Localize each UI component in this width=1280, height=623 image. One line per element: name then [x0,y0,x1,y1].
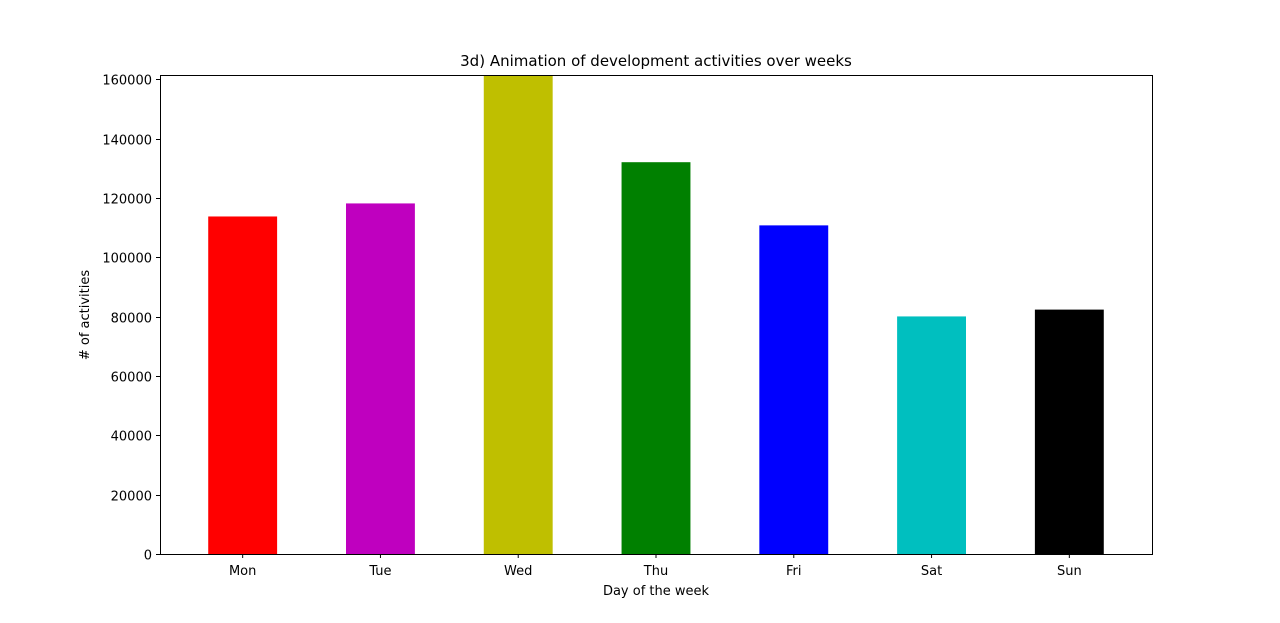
y-tick-label: 140000 [102,134,152,149]
y-tick-label: 60000 [111,371,152,386]
bar-sat [897,316,966,554]
bar-thu [621,162,691,554]
x-tick-label: Sun [1057,564,1082,579]
y-tick-label: 0 [144,549,152,564]
y-tick-label: 160000 [102,74,152,89]
x-tick-label: Mon [229,564,256,579]
x-tick-label: Thu [643,564,668,579]
bar-mon [208,216,278,555]
y-axis: 0 20000 40000 60000 80000 100000 120000 140000 1… [102,74,160,564]
bar-tue [346,203,415,554]
y-tick-label: 120000 [102,193,152,208]
x-tick-label: Fri [786,564,802,579]
x-axis: Mon Tue Wed Thu Fri Sat Sun [229,554,1082,579]
x-tick-label: Wed [504,564,532,579]
x-tick-label: Tue [368,564,391,579]
bar-sun [1034,309,1104,554]
bar-wed [483,75,553,554]
chart-title: 3d) Animation of development activities … [460,52,852,70]
y-tick-label: 40000 [111,430,152,445]
y-tick-label: 20000 [111,490,152,505]
y-axis-label: # of activities [78,270,93,361]
x-tick-label: Sat [921,564,942,579]
bar-fri [759,225,829,555]
x-axis-label: Day of the week [603,584,710,599]
bars-group [208,75,1104,555]
y-tick-label: 100000 [102,252,152,267]
y-tick-label: 80000 [111,312,152,327]
